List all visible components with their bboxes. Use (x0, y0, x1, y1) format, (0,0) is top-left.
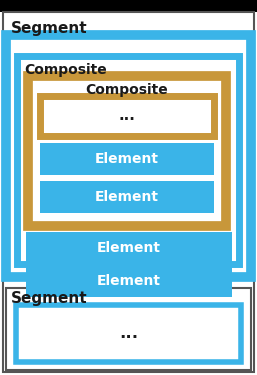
Bar (28, 76, 226, 226)
Text: Element: Element (97, 274, 161, 288)
Bar (26, 232, 232, 264)
Text: Composite: Composite (24, 63, 107, 77)
Text: Composite: Composite (86, 83, 168, 97)
Bar (40, 143, 214, 175)
Bar (17, 56, 239, 264)
Bar (6, 35, 251, 277)
Text: Segment: Segment (11, 291, 88, 306)
Text: Element: Element (95, 152, 159, 166)
Bar (40, 96, 214, 136)
Text: Element: Element (95, 190, 159, 204)
Text: ...: ... (118, 108, 135, 123)
Bar (26, 265, 232, 297)
Text: ...: ... (119, 324, 138, 342)
Text: Element: Element (97, 241, 161, 255)
Text: Segment: Segment (11, 21, 88, 36)
Bar (6, 288, 251, 370)
Bar (0, 0, 257, 12)
Bar (40, 181, 214, 213)
Bar (16, 305, 241, 362)
